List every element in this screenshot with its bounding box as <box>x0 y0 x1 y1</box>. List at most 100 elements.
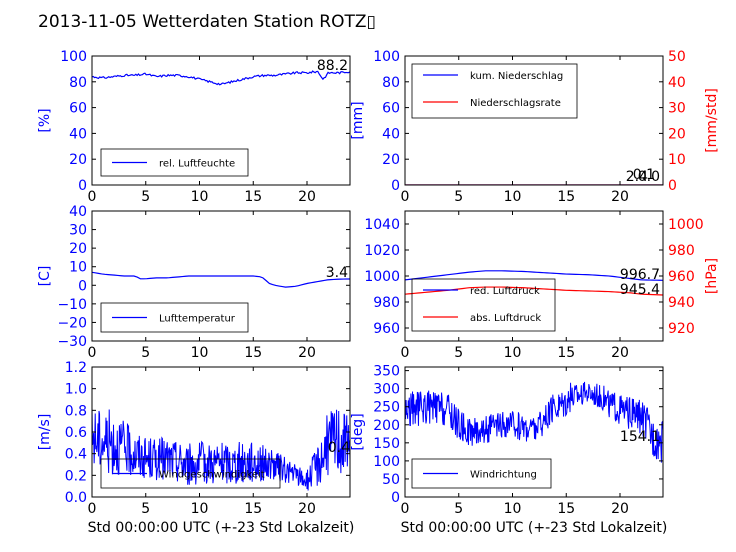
x-tick-label: 15 <box>244 501 262 517</box>
y-tick-label: 1.2 <box>65 360 87 376</box>
x-tick-label: 10 <box>504 345 522 361</box>
last-value-label: 0.0 <box>638 169 660 185</box>
y-tick-label: 300 <box>373 382 400 398</box>
y-tick-label: 200 <box>373 418 400 434</box>
y-tick-label: 0.4 <box>65 447 87 463</box>
x-tick-label: 20 <box>611 501 629 517</box>
y-tick-label: 40 <box>69 126 87 142</box>
y-tick-label: 100 <box>373 49 400 65</box>
x-tick-label: 20 <box>298 189 316 205</box>
legend-box <box>411 458 552 489</box>
y-tick-label: 0.0 <box>65 490 87 506</box>
y-tick-label: 0 <box>391 178 400 194</box>
y-tick-label: 1.0 <box>65 382 87 398</box>
y2-tick-label: 0 <box>668 178 677 194</box>
y-tick-label: 980 <box>373 295 400 311</box>
y-tick-label: 80 <box>69 75 87 91</box>
plot-frame-precip <box>404 55 664 186</box>
y-tick-label: 60 <box>69 101 87 117</box>
legend-humidity: rel. Luftfeuchte <box>100 148 249 177</box>
legend-label: red. Luftdruck <box>470 286 540 297</box>
legend-label: rel. Luftfeuchte <box>159 159 235 170</box>
series-line-humidity-0 <box>92 70 350 86</box>
y2-tick-label: 980 <box>668 243 695 259</box>
y-tick-label: 350 <box>373 364 400 380</box>
legend-wind-speed: Windgeschwindigkeit <box>100 458 281 489</box>
plot-frame-humidity <box>91 55 351 186</box>
x-tick-label: 0 <box>401 345 410 361</box>
y2-tick-label: 50 <box>668 49 686 65</box>
y-tick-label: −10 <box>57 297 87 313</box>
last-value-label: 996.7 <box>620 267 660 283</box>
y-axis-label: [mm] <box>350 101 366 139</box>
legend-label: Niederschlagsrate <box>470 98 561 109</box>
x-tick-label: 20 <box>611 345 629 361</box>
y-tick-label: −30 <box>57 334 87 350</box>
y-tick-label: 60 <box>382 101 400 117</box>
y-tick-label: 100 <box>373 454 400 470</box>
x-tick-label: 10 <box>191 189 209 205</box>
y2-tick-label: 10 <box>668 152 686 168</box>
y-tick-label: 250 <box>373 400 400 416</box>
series-line-wind-speed-0 <box>92 407 350 491</box>
legend-box <box>411 63 578 119</box>
y-tick-label: 0 <box>391 490 400 506</box>
x-tick-label: 0 <box>401 189 410 205</box>
x-axis-label: Std 00:00:00 UTC (+-23 Std Lokalzeit) <box>88 520 355 536</box>
x-tick-label: 0 <box>88 345 97 361</box>
y2-tick-label: 920 <box>668 321 695 337</box>
x-tick-label: 20 <box>298 345 316 361</box>
y-tick-label: 150 <box>373 436 400 452</box>
panel-pressure: 0 5 10 15 20 960 980 1000 1020 1040 920 940 960 980 10… <box>364 210 720 361</box>
y2-tick-label: 940 <box>668 295 695 311</box>
y-tick-label: 20 <box>382 152 400 168</box>
y-tick-label: 0 <box>78 278 87 294</box>
x-tick-label: 10 <box>191 345 209 361</box>
x-tick-label: 15 <box>244 189 262 205</box>
x-tick-label: 20 <box>611 189 629 205</box>
x-tick-label: 5 <box>454 501 463 517</box>
plot-frame-temperature <box>91 210 351 342</box>
y-tick-label: 1000 <box>364 269 400 285</box>
x-tick-label: 5 <box>141 189 150 205</box>
y-tick-label: 100 <box>60 49 87 65</box>
x-tick-label: 0 <box>401 501 410 517</box>
y-tick-label: 40 <box>69 204 87 220</box>
y2-tick-label: 40 <box>668 75 686 91</box>
legend-box <box>411 278 556 332</box>
x-tick-label: 10 <box>191 501 209 517</box>
y-axis-label: [%] <box>37 108 53 132</box>
y-axis-label: [m/s] <box>37 414 53 451</box>
last-value-label: 88.2 <box>317 58 348 74</box>
y-tick-label: 20 <box>69 152 87 168</box>
y2-axis-label: [hPa] <box>704 258 720 294</box>
last-value-label: 2.4 <box>626 169 648 185</box>
y-tick-label: 80 <box>382 75 400 91</box>
legend-temperature: Lufttemperatur <box>100 302 249 333</box>
x-tick-label: 5 <box>141 345 150 361</box>
y-axis-label: [C] <box>37 266 53 287</box>
legend-label: Windgeschwindigkeit <box>159 470 265 481</box>
y-tick-label: 0.2 <box>65 468 87 484</box>
series-line-wind-direction-0 <box>405 381 663 463</box>
y-tick-label: 40 <box>382 126 400 142</box>
last-value-label: 3.4 <box>326 265 348 281</box>
legend-label: Lufttemperatur <box>159 314 236 325</box>
legend-box <box>100 148 249 177</box>
last-value-label: 154.1 <box>620 429 660 445</box>
plot-frame-wind-direction <box>404 366 664 498</box>
y2-axis-label: [mm/std] <box>704 88 720 153</box>
panel-humidity: 0 5 10 15 20 0 20 40 60 80 100 [%] rel. Luftfeuchte 8… <box>37 49 351 205</box>
last-value-label: 0.4 <box>328 440 350 456</box>
x-tick-label: 15 <box>557 189 575 205</box>
x-tick-label: 15 <box>557 345 575 361</box>
x-tick-label: 10 <box>504 501 522 517</box>
x-tick-label: 20 <box>298 501 316 517</box>
series-line-pressure-0 <box>405 270 663 281</box>
y-tick-label: 20 <box>69 241 87 257</box>
legend-pressure: red. Luftdruck abs. Luftdruck <box>411 278 556 332</box>
legend-box <box>100 302 249 333</box>
x-tick-label: 5 <box>454 345 463 361</box>
y-tick-label: 10 <box>69 260 87 276</box>
legend-box <box>100 458 281 489</box>
